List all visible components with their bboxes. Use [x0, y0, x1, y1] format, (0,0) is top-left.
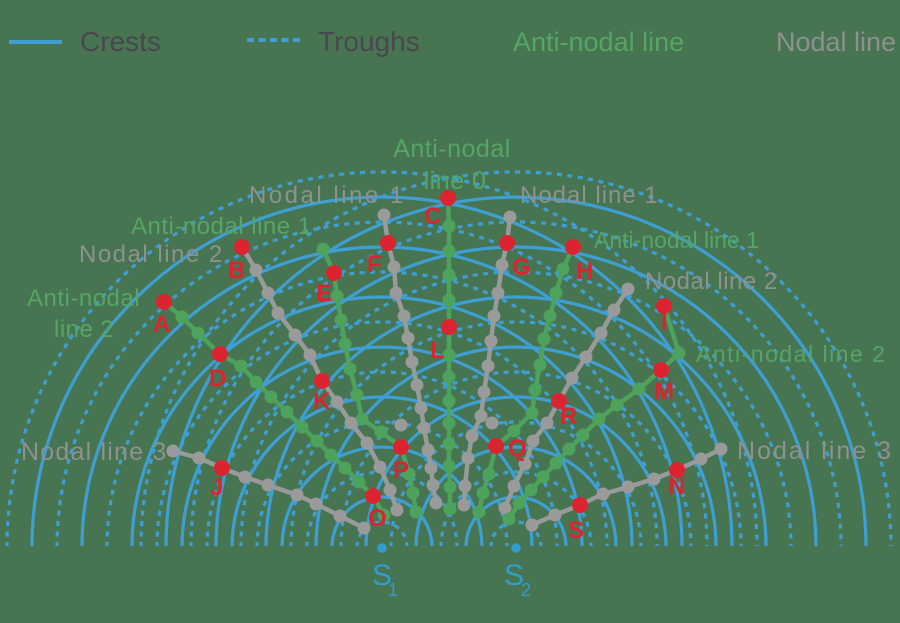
svg-text:J: J: [210, 474, 223, 501]
svg-text:line 2: line 2: [54, 316, 114, 343]
svg-text:Anti-nodal: Anti-nodal: [27, 285, 140, 312]
svg-text:E: E: [316, 280, 332, 307]
svg-text:M: M: [654, 378, 674, 405]
svg-text:Nodal line 1: Nodal line 1: [249, 182, 406, 209]
svg-text:line 0: line 0: [424, 167, 487, 195]
svg-text:L: L: [430, 337, 445, 364]
svg-text:1: 1: [388, 580, 398, 600]
svg-text:2: 2: [521, 580, 531, 600]
svg-text:B: B: [228, 257, 245, 284]
svg-text:F: F: [367, 251, 382, 278]
svg-text:P: P: [393, 457, 409, 484]
svg-text:S: S: [568, 517, 584, 544]
svg-text:G: G: [512, 254, 531, 281]
svg-text:I: I: [661, 309, 668, 336]
svg-text:Q: Q: [508, 435, 527, 462]
svg-text:D: D: [209, 365, 226, 392]
svg-text:Anti-nodal line 2: Anti-nodal line 2: [696, 341, 886, 367]
svg-text:Nodal line 1: Nodal line 1: [520, 182, 659, 209]
svg-text:Nodal line 3: Nodal line 3: [21, 438, 167, 466]
svg-text:O: O: [368, 505, 387, 532]
svg-text:Anti-nodal line 1: Anti-nodal line 1: [594, 227, 759, 253]
svg-text:Nodal line 3: Nodal line 3: [737, 437, 893, 465]
svg-text:K: K: [313, 388, 331, 415]
svg-text:S: S: [372, 559, 392, 592]
svg-text:C: C: [424, 203, 441, 230]
svg-text:Anti-nodal: Anti-nodal: [393, 135, 511, 163]
svg-text:A: A: [153, 311, 170, 338]
svg-text:Crests: Crests: [80, 26, 161, 57]
svg-text:H: H: [576, 258, 593, 285]
svg-text:Troughs: Troughs: [318, 26, 420, 57]
svg-text:R: R: [560, 403, 577, 430]
svg-text:Anti-nodal line 1: Anti-nodal line 1: [131, 213, 312, 240]
svg-text:S: S: [504, 559, 524, 592]
svg-text:Nodal line 2: Nodal line 2: [79, 241, 224, 268]
svg-text:N: N: [668, 473, 685, 500]
svg-text:Anti-nodal line: Anti-nodal line: [513, 27, 684, 57]
svg-text:Nodal line 2: Nodal line 2: [645, 268, 778, 295]
svg-text:Nodal line: Nodal line: [776, 27, 896, 57]
